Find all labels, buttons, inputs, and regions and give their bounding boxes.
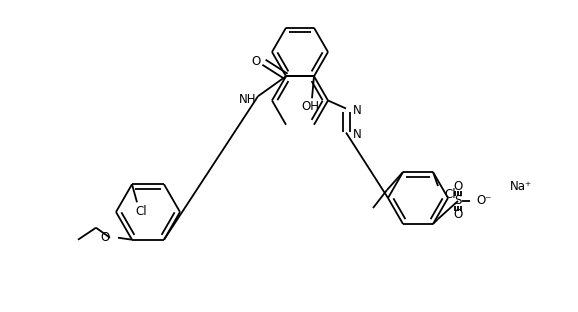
Text: Na⁺: Na⁺ <box>510 180 532 193</box>
Text: O: O <box>101 231 110 244</box>
Text: OH: OH <box>301 100 319 113</box>
Text: NH: NH <box>239 93 257 106</box>
Text: Cl: Cl <box>444 188 455 201</box>
Text: O: O <box>251 55 261 68</box>
Text: N: N <box>353 104 362 117</box>
Text: O⁻: O⁻ <box>476 194 491 207</box>
Text: Cl: Cl <box>135 205 147 218</box>
Text: O: O <box>453 180 462 193</box>
Text: O: O <box>453 208 462 222</box>
Text: N: N <box>353 128 362 141</box>
Text: S: S <box>454 194 462 207</box>
